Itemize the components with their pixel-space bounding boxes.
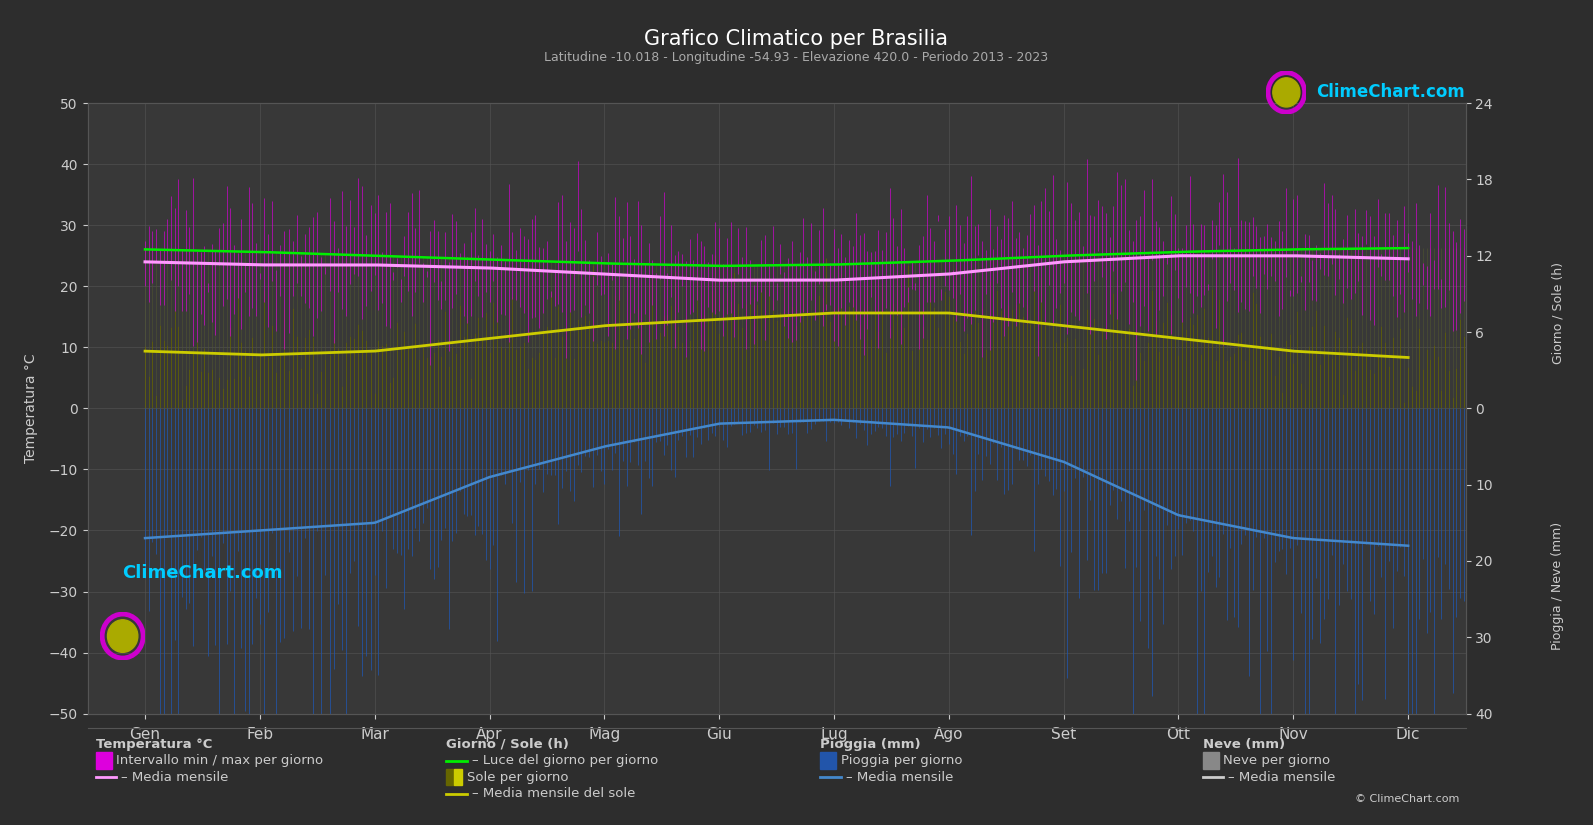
Text: – Media mensile: – Media mensile <box>121 771 228 784</box>
Text: Neve (mm): Neve (mm) <box>1203 738 1286 751</box>
Y-axis label: Temperatura °C: Temperatura °C <box>24 354 38 463</box>
Text: © ClimeChart.com: © ClimeChart.com <box>1354 794 1459 804</box>
Text: ClimeChart.com: ClimeChart.com <box>1316 83 1464 101</box>
Wedge shape <box>107 620 139 653</box>
Wedge shape <box>1273 78 1300 107</box>
Text: Neve per giorno: Neve per giorno <box>1223 754 1330 767</box>
Text: – Luce del giorno per giorno: – Luce del giorno per giorno <box>472 754 658 767</box>
Text: Pioggia per giorno: Pioggia per giorno <box>841 754 962 767</box>
Text: Sole per giorno: Sole per giorno <box>467 771 569 784</box>
Text: – Media mensile: – Media mensile <box>846 771 953 784</box>
Text: Pioggia (mm): Pioggia (mm) <box>820 738 921 751</box>
Text: Grafico Climatico per Brasilia: Grafico Climatico per Brasilia <box>645 29 948 49</box>
Text: Latitudine -10.018 - Longitudine -54.93 - Elevazione 420.0 - Periodo 2013 - 2023: Latitudine -10.018 - Longitudine -54.93 … <box>545 51 1048 64</box>
Text: – Media mensile: – Media mensile <box>1228 771 1335 784</box>
Text: Pioggia / Neve (mm): Pioggia / Neve (mm) <box>1552 521 1564 650</box>
Text: ClimeChart.com: ClimeChart.com <box>123 564 282 582</box>
Text: Giorno / Sole (h): Giorno / Sole (h) <box>1552 262 1564 365</box>
Text: Temperatura °C: Temperatura °C <box>96 738 212 751</box>
Text: Giorno / Sole (h): Giorno / Sole (h) <box>446 738 569 751</box>
Text: Intervallo min / max per giorno: Intervallo min / max per giorno <box>116 754 323 767</box>
Text: – Media mensile del sole: – Media mensile del sole <box>472 787 636 800</box>
